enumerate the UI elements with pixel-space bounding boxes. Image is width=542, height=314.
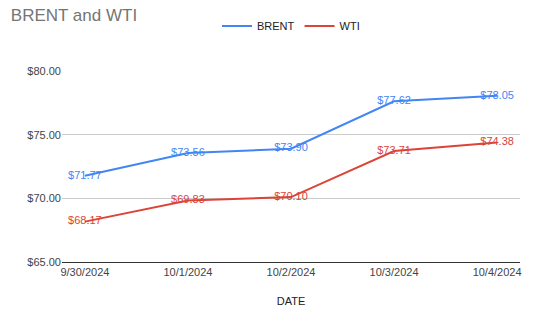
svg-text:$65.00: $65.00	[27, 256, 61, 268]
svg-text:10/4/2024: 10/4/2024	[473, 266, 522, 278]
svg-text:10/1/2024: 10/1/2024	[163, 266, 212, 278]
svg-text:$75.00: $75.00	[27, 129, 61, 141]
svg-text:$69.83: $69.83	[171, 193, 205, 205]
svg-text:BRENT and WTI: BRENT and WTI	[11, 6, 137, 25]
svg-text:$80.00: $80.00	[27, 65, 61, 77]
svg-text:9/30/2024: 9/30/2024	[60, 266, 109, 278]
svg-text:$73.90: $73.90	[274, 141, 308, 153]
svg-text:WTI: WTI	[340, 20, 360, 32]
svg-text:DATE: DATE	[277, 295, 306, 307]
svg-text:$70.10: $70.10	[274, 190, 308, 202]
svg-text:$78.05: $78.05	[480, 89, 514, 101]
svg-text:$73.56: $73.56	[171, 146, 205, 158]
svg-text:BRENT: BRENT	[257, 20, 295, 32]
svg-text:10/2/2024: 10/2/2024	[267, 266, 316, 278]
svg-text:10/3/2024: 10/3/2024	[370, 266, 419, 278]
svg-text:$73.71: $73.71	[377, 144, 411, 156]
svg-text:$70.00: $70.00	[27, 192, 61, 204]
svg-text:$68.17: $68.17	[68, 214, 102, 226]
svg-text:$74.38: $74.38	[480, 135, 514, 147]
svg-text:$77.62: $77.62	[377, 94, 411, 106]
svg-text:$71.77: $71.77	[68, 169, 102, 181]
